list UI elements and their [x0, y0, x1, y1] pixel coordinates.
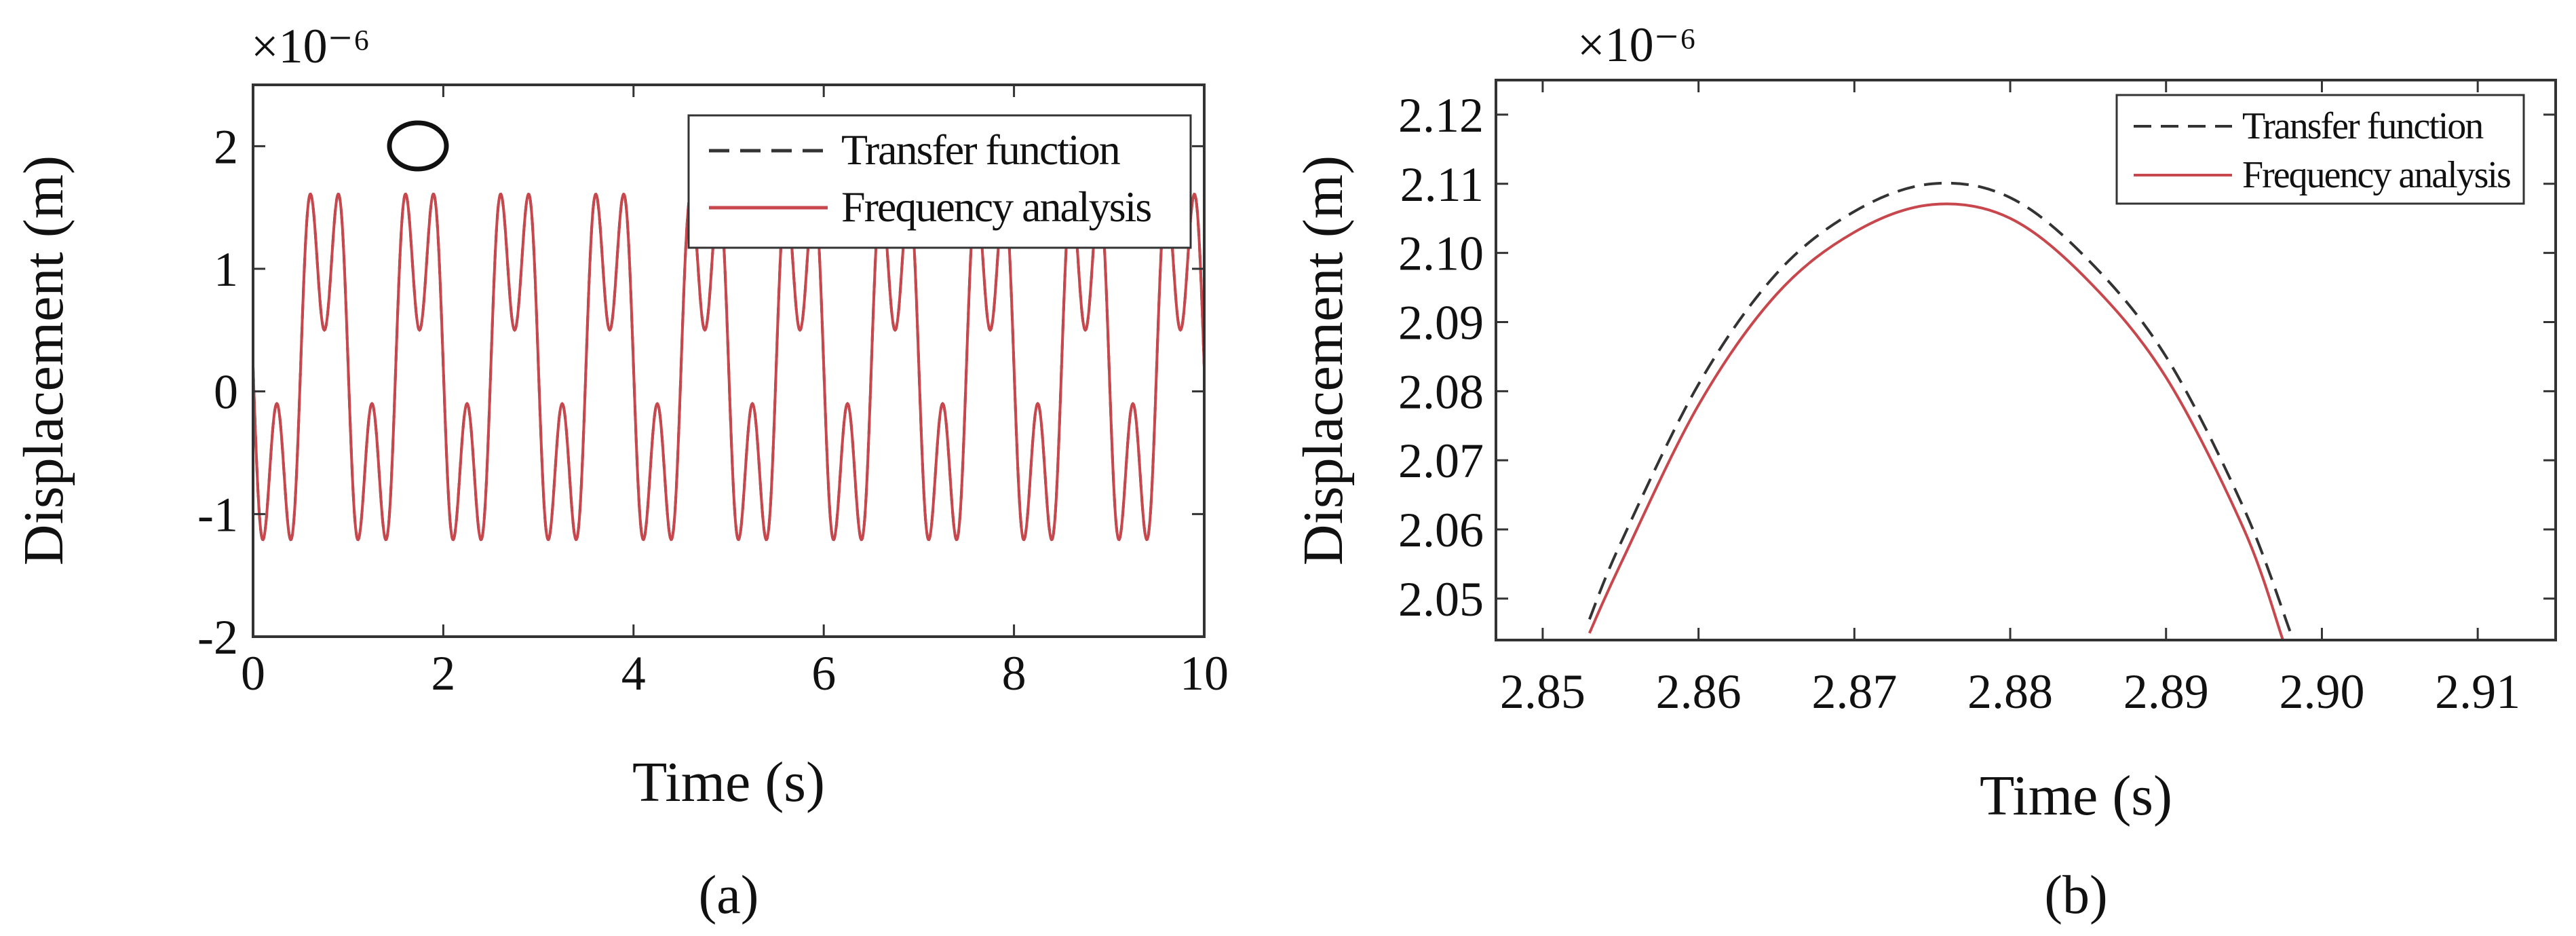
- panel-b-label: (b): [2044, 865, 2107, 925]
- panel-a-plot-frame: [252, 83, 1206, 638]
- panel-a-x-axis-title: Time (s): [632, 751, 825, 814]
- panel-b-x-tick-label: 2.87: [1811, 664, 1897, 719]
- panel-a-label: (a): [699, 865, 759, 925]
- panel-a: 0 2 4 6 8 10 -2 -1 0 1 2 ×10⁻⁶ Time (s) Displaceme…: [12, 19, 1229, 925]
- panel-b-legend-label-transfer: Transfer function: [2242, 105, 2484, 147]
- panel-a-curves: [253, 192, 1204, 542]
- panel-a-legend-box: [687, 114, 1192, 249]
- panel-a-ticks: 0 2 4 6 8 10 -2 -1 0 1 2: [197, 85, 1229, 700]
- panel-a-y-tick-label: -1: [197, 487, 238, 542]
- panel-b-legend-label-frequency: Frequency analysis: [2242, 154, 2510, 196]
- panel-a-x-tick-label: 4: [621, 646, 646, 700]
- panel-b-x-tick-label: 2.89: [2123, 664, 2209, 719]
- panel-b-y-tick-label: 2.09: [1398, 295, 1484, 350]
- panel-b-y-tick-label: 2.11: [1400, 157, 1484, 212]
- panel-a-x-tick-label: 10: [1180, 646, 1229, 700]
- panel-b-y-tick-label: 2.05: [1398, 572, 1484, 626]
- panel-b-x-axis-title: Time (s): [1980, 764, 2172, 827]
- panel-a-x-tick-label: 0: [241, 646, 265, 700]
- panel-b: 2.85 2.86 2.87 2.88 2.89 2.90 2.91 2.05 2.06 2.07…: [1292, 18, 2557, 925]
- panel-b-legend: Transfer function Frequency analysis: [2115, 94, 2525, 205]
- panel-b-y-tick-label: 2.06: [1398, 503, 1484, 557]
- panel-b-x-tick-label: 2.86: [1656, 664, 1742, 719]
- panel-b-x-tick-label: 2.90: [2279, 664, 2364, 719]
- panel-b-y-tick-label: 2.08: [1398, 364, 1484, 419]
- panel-a-y-tick-label: 2: [214, 119, 238, 174]
- panel-b-curves: [1588, 181, 2292, 640]
- panel-a-legend-label-transfer: Transfer function: [841, 126, 1121, 174]
- panel-a-y-axis-title: Displacement (m): [12, 155, 75, 565]
- panel-a-y-exponent: ×10⁻⁶: [251, 19, 370, 73]
- panel-b-series-transfer-function: [1588, 181, 2292, 634]
- panel-a-x-tick-label: 6: [811, 646, 836, 700]
- panel-b-y-axis-title: Displacement (m): [1292, 155, 1355, 565]
- panel-a-y-tick-label: -2: [197, 610, 238, 664]
- panel-a-legend: Transfer function Frequency analysis: [687, 114, 1192, 249]
- panel-a-x-tick-label: 8: [1002, 646, 1026, 700]
- panel-b-y-exponent: ×10⁻⁶: [1577, 18, 1697, 72]
- panel-a-y-tick-label: 0: [214, 365, 238, 419]
- panel-a-y-tick-label: 1: [214, 242, 238, 297]
- panel-b-y-tick-label: 2.10: [1398, 227, 1484, 281]
- panel-a-x-tick-label: 2: [431, 646, 455, 700]
- panel-b-y-tick-label: 2.07: [1398, 434, 1484, 488]
- panel-b-plot-frame: [1495, 79, 2557, 641]
- panel-b-x-tick-label: 2.88: [1967, 664, 2053, 719]
- panel-a-legend-label-frequency: Frequency analysis: [841, 183, 1151, 231]
- panel-a-peak-annotation-circle: [387, 120, 449, 172]
- panel-a-series-frequency-analysis: [253, 192, 1204, 542]
- panel-b-legend-box: [2115, 94, 2525, 205]
- panel-b-y-tick-label: 2.12: [1398, 88, 1484, 143]
- panel-b-ticks: 2.85 2.86 2.87 2.88 2.89 2.90 2.91 2.05 2.06 2.07…: [1398, 80, 2556, 719]
- panel-b-series-frequency-analysis: [1588, 202, 2284, 640]
- panel-b-x-tick-label: 2.91: [2435, 664, 2520, 719]
- panel-b-x-tick-label: 2.85: [1500, 664, 1585, 719]
